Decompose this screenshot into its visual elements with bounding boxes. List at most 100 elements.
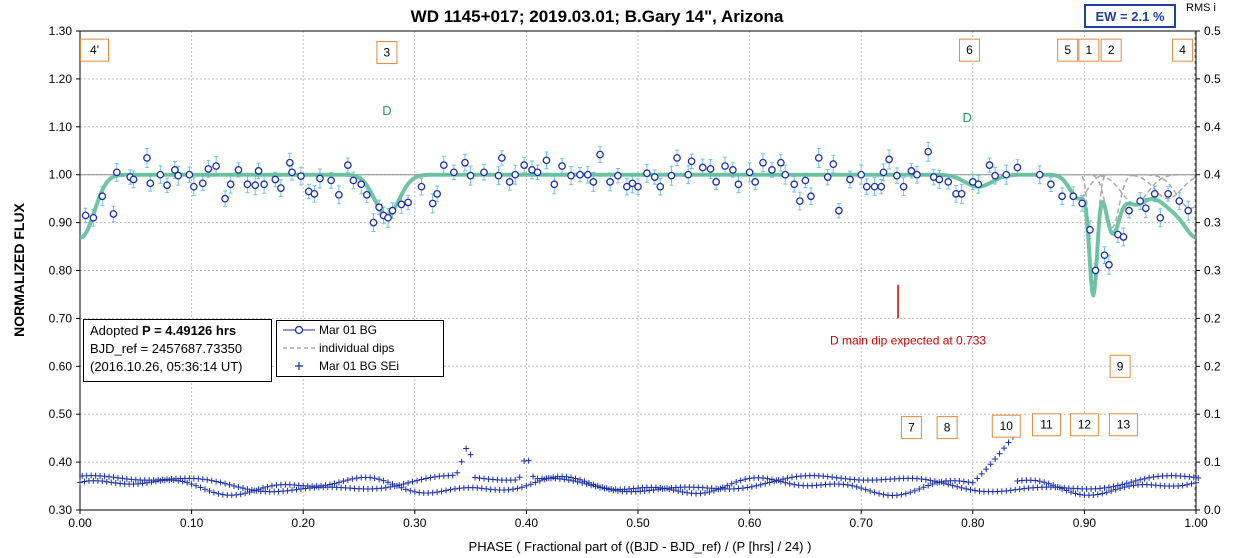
sei-point	[916, 485, 923, 492]
sei-point	[434, 489, 441, 496]
flux-point	[628, 179, 637, 188]
sei-point	[920, 484, 927, 491]
flux-point	[857, 170, 866, 179]
flux-point	[745, 168, 754, 177]
flux-point	[163, 181, 171, 190]
sei-point	[1195, 474, 1202, 481]
sei-point	[960, 478, 967, 485]
sei-point	[367, 474, 374, 481]
sei-point	[907, 489, 914, 496]
sei-point	[210, 489, 217, 496]
flux-point	[254, 167, 263, 175]
legend: Mar 01 BG individual dips Mar 01 BG SEi	[276, 320, 444, 377]
sei-point	[463, 445, 470, 452]
sei-point	[454, 469, 461, 476]
sei-point	[1150, 474, 1157, 481]
flux-point	[505, 178, 514, 186]
sei-point	[576, 476, 583, 483]
dip-curve	[1045, 173, 1180, 229]
sei-point	[1090, 492, 1097, 499]
legend-circle-line-icon	[283, 325, 315, 335]
flux-point	[924, 147, 933, 156]
sei-point	[784, 475, 791, 482]
dip-id-box	[80, 38, 110, 62]
flux-point	[596, 150, 604, 159]
x-tick-label: 0.30	[403, 516, 427, 530]
sei-point	[119, 475, 126, 482]
sei-point	[1132, 477, 1139, 484]
flux-point	[814, 154, 823, 162]
sei-point	[746, 475, 753, 482]
flux-point	[823, 173, 832, 181]
flux-point	[1184, 206, 1193, 215]
sei-point	[1190, 474, 1197, 481]
sei-point	[1099, 490, 1106, 497]
sei-point	[429, 489, 436, 496]
sei-point	[791, 481, 798, 488]
sei-point	[1036, 478, 1043, 485]
sei-point	[793, 473, 800, 480]
flux-point	[146, 179, 155, 188]
sei-point	[1045, 480, 1052, 487]
flux-point	[98, 192, 107, 201]
dip-id-box	[991, 414, 1021, 438]
x-tick-label: 0.10	[180, 516, 204, 530]
period-prefix: Adopted	[90, 323, 143, 338]
y-tick-label: 0.60	[49, 359, 73, 373]
flux-series	[81, 147, 1193, 275]
y2-tick-label: 0.3	[1204, 216, 1221, 230]
legend-label-flux: Mar 01 BG	[319, 323, 378, 337]
flux-point	[907, 167, 916, 175]
sei-point	[563, 473, 570, 480]
sei-point	[748, 483, 755, 490]
dip-id-label: 11	[1040, 418, 1053, 432]
flux-point	[226, 180, 235, 189]
flux-point	[494, 171, 503, 180]
flux-point	[480, 168, 488, 177]
sei-point	[1041, 479, 1048, 486]
sei-point	[1128, 479, 1135, 486]
sei-point	[512, 477, 519, 484]
sei-point	[1012, 486, 1019, 493]
x-tick-label: 0.80	[961, 516, 985, 530]
flux-point	[1164, 190, 1172, 198]
dip-id-label: 13	[1117, 418, 1131, 432]
sei-point	[1137, 476, 1144, 483]
flux-point	[558, 162, 566, 170]
flux-point	[589, 178, 598, 186]
flux-point	[567, 171, 575, 180]
y2-tick-label: 0.5	[1204, 24, 1221, 38]
dip-id-label: 4	[1179, 43, 1186, 57]
sei-point	[1117, 485, 1124, 492]
flux-point	[1156, 213, 1165, 222]
sei-point	[922, 476, 929, 483]
sei-point	[918, 476, 925, 483]
sei-point	[525, 457, 532, 464]
ew-box: EW = 2.1 %	[1084, 4, 1176, 28]
sei-point	[242, 490, 249, 497]
sei-point	[103, 478, 110, 485]
sei-point	[1005, 439, 1012, 446]
x-tick-label: 1.00	[1184, 516, 1208, 530]
x-tick-label: 0.20	[292, 516, 316, 530]
sei-point	[510, 486, 517, 493]
sei-point	[1193, 479, 1199, 486]
legend-item-dips: individual dips	[277, 339, 443, 357]
legend-plus-icon	[295, 362, 303, 370]
chart-title: WD 1145+017; 2019.03.01; B.Gary 14", Ari…	[411, 7, 784, 26]
y-axis-label: NORMALIZED FLUX	[11, 202, 27, 336]
sei-point	[844, 481, 851, 488]
sei-point	[737, 477, 744, 484]
flux-point	[384, 213, 392, 222]
sei-point	[297, 486, 304, 493]
sei-point	[293, 486, 300, 493]
sei-point	[260, 484, 267, 491]
flux-point	[862, 182, 871, 191]
flux-point	[643, 169, 651, 178]
sei-point	[371, 475, 378, 482]
sei-point	[1101, 484, 1108, 491]
sei-point	[958, 484, 965, 491]
sei-point	[927, 477, 934, 484]
y-tick-label: 0.50	[49, 407, 73, 421]
flux-point	[751, 178, 760, 186]
